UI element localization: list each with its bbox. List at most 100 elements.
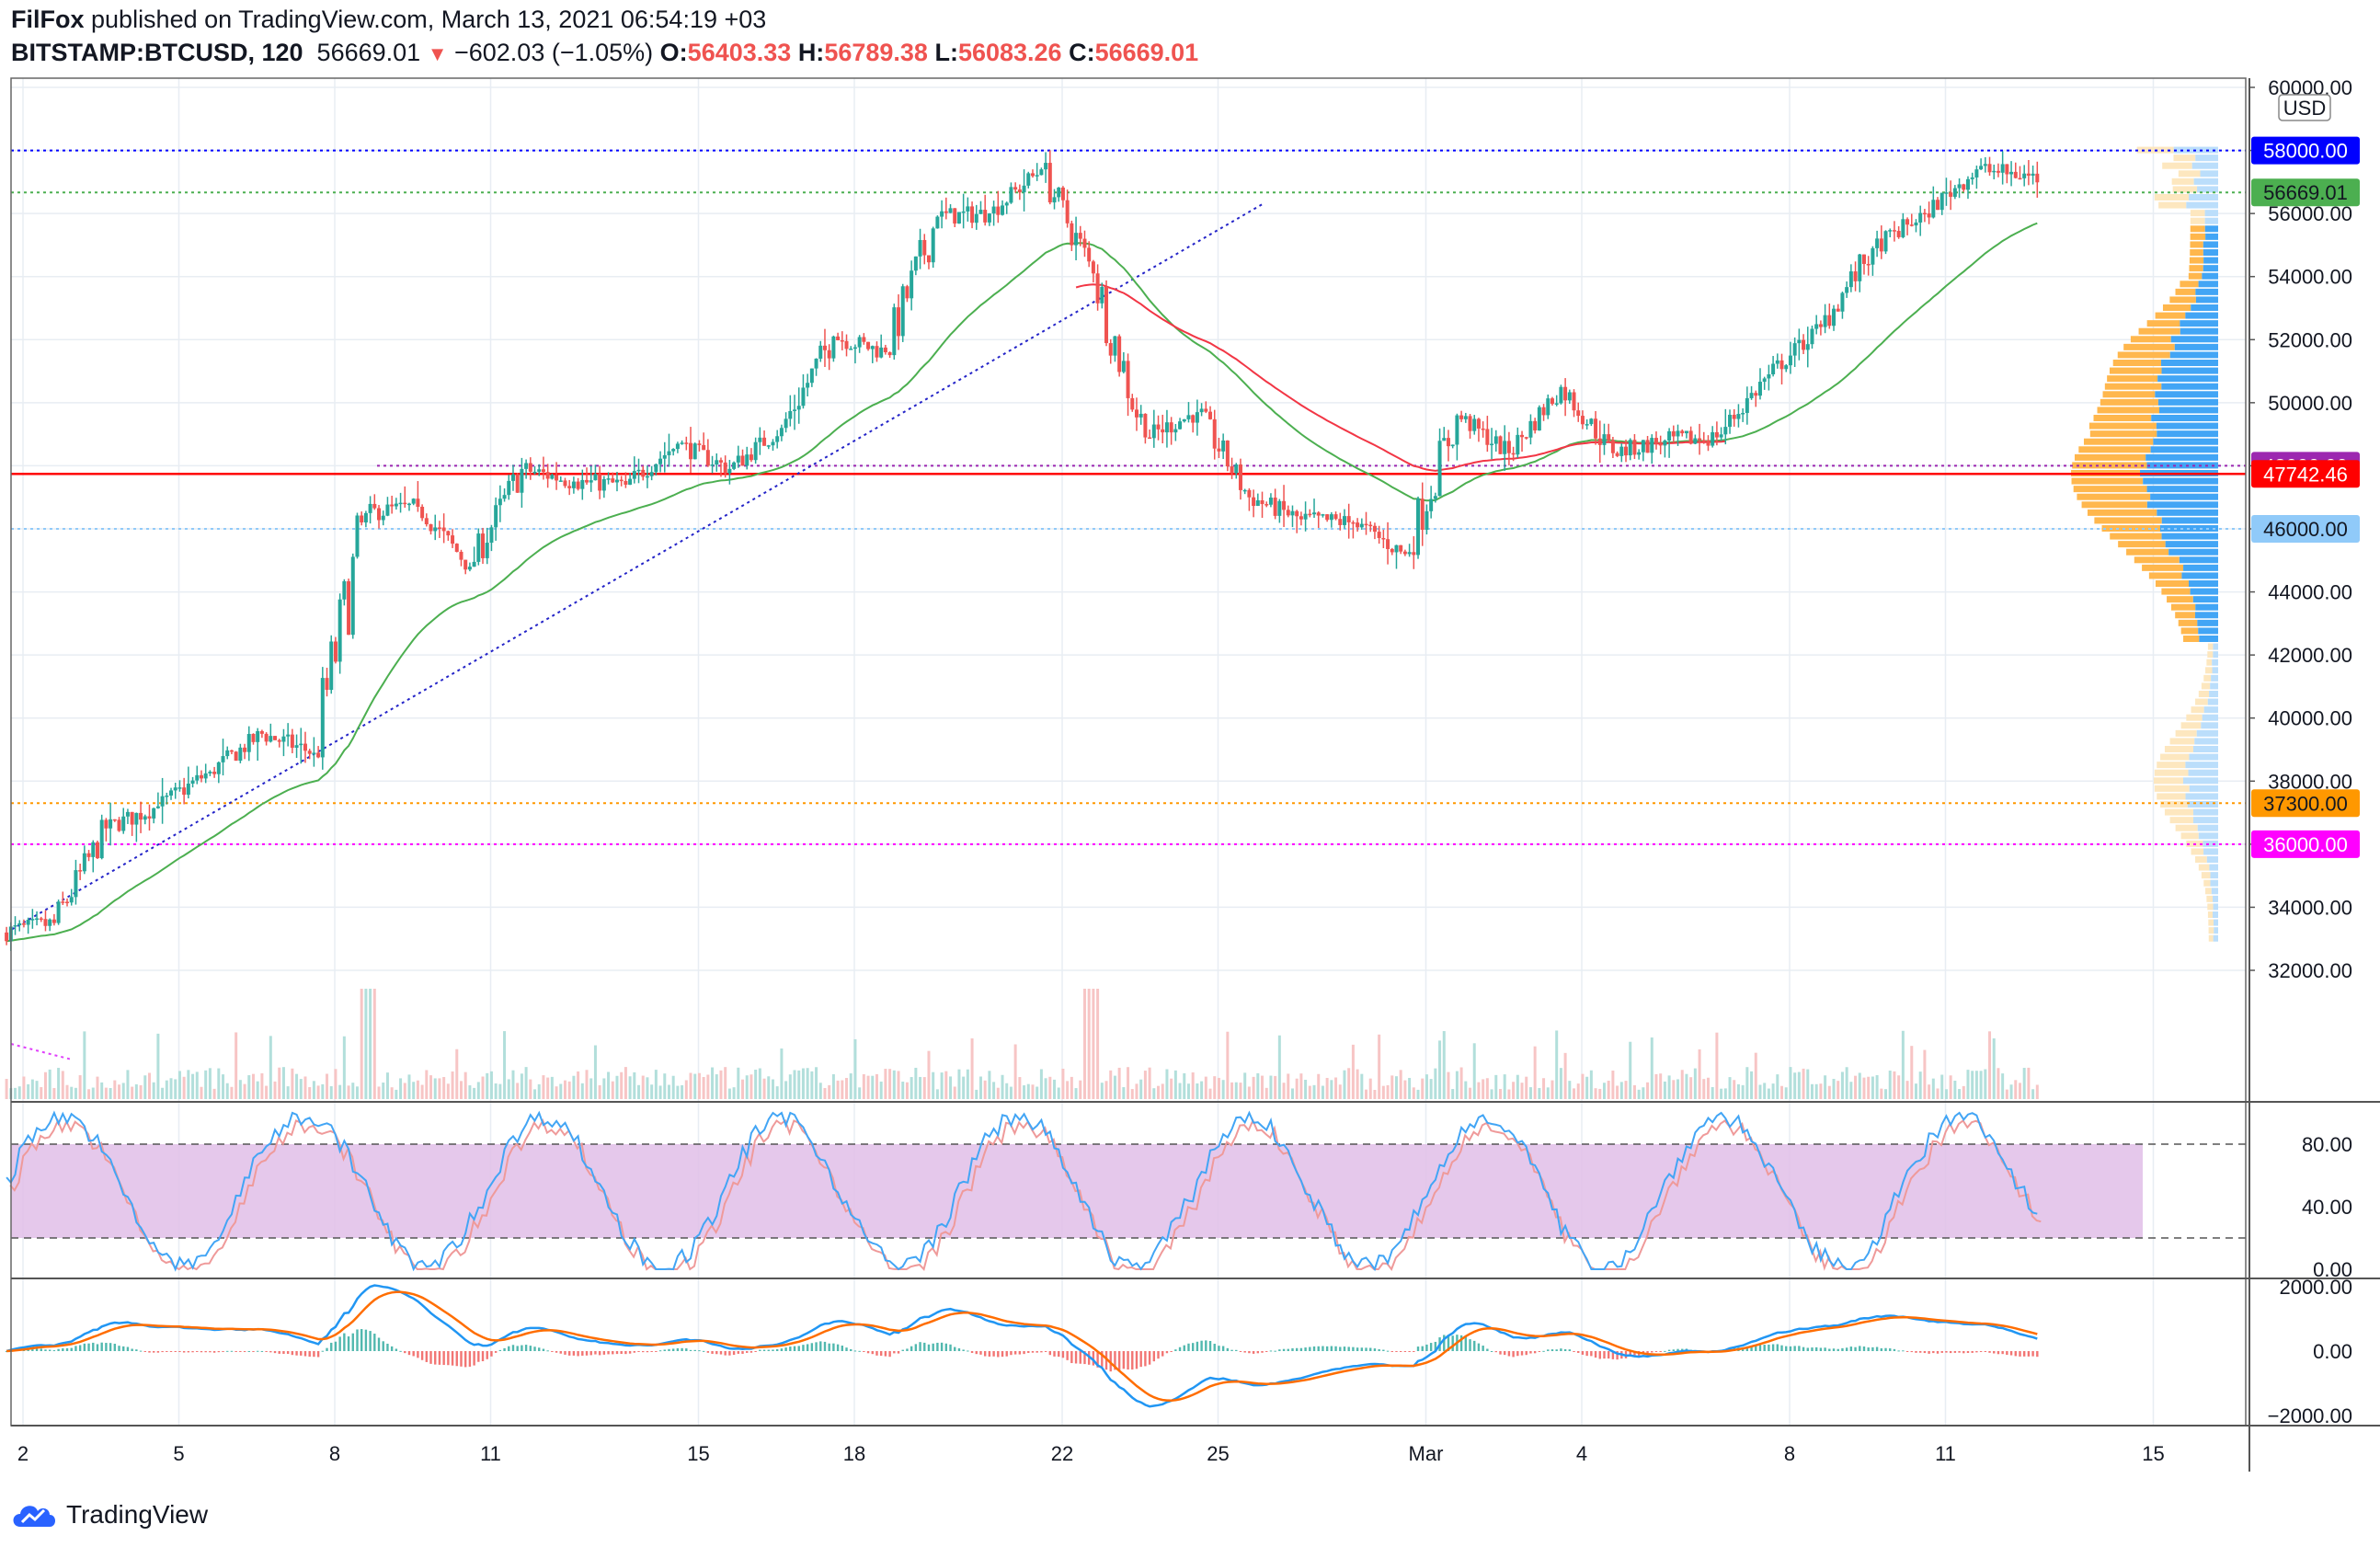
- macd-histogram-bar: [863, 1351, 865, 1352]
- macd-histogram-bar: [166, 1351, 168, 1352]
- candle-body: [1594, 418, 1598, 439]
- candle-body: [1875, 238, 1880, 248]
- macd-histogram-bar: [96, 1344, 99, 1351]
- candle-body: [485, 543, 489, 558]
- volume-bar: [372, 989, 376, 1099]
- macd-histogram-bar: [940, 1342, 944, 1351]
- macd-histogram-bar: [612, 1351, 614, 1355]
- volume-bar: [48, 1069, 51, 1099]
- volume-bar: [1789, 1067, 1792, 1099]
- volume-bar: [360, 989, 363, 1099]
- macd-histogram-bar: [1187, 1343, 1190, 1351]
- macd-histogram-bar: [1616, 1351, 1619, 1360]
- candle-body: [991, 206, 996, 214]
- volume-bar: [1204, 1076, 1207, 1099]
- candle-body: [801, 387, 806, 407]
- macd-histogram-bar: [74, 1346, 77, 1351]
- volume-bar: [1616, 1085, 1619, 1099]
- macd-histogram-bar: [351, 1333, 354, 1351]
- volume-bar: [1143, 1071, 1147, 1099]
- macd-histogram-bar: [1806, 1347, 1809, 1351]
- volume-bar: [30, 1079, 34, 1099]
- candle-body: [1047, 163, 1052, 203]
- candle-body: [1134, 409, 1139, 418]
- vp-bar-down: [2117, 351, 2170, 359]
- macd-histogram-bar: [1763, 1345, 1766, 1351]
- macd-histogram-bar: [1023, 1351, 1025, 1355]
- macd-histogram-bar: [1343, 1346, 1346, 1351]
- macd-histogram-bar: [975, 1351, 978, 1355]
- candle-body: [532, 471, 537, 474]
- volume-bar: [702, 1077, 705, 1099]
- vp-bar-up: [2204, 217, 2218, 224]
- vp-bar-down: [2077, 493, 2151, 500]
- volume-bar: [459, 1081, 463, 1099]
- vp-bar-up: [2145, 453, 2218, 461]
- vp-bar-down: [2162, 162, 2192, 169]
- time-tick-label: Mar: [1409, 1442, 1444, 1465]
- vp-bar-down: [2203, 674, 2212, 682]
- volume-bar: [1161, 1083, 1164, 1099]
- macd-histogram-bar: [2009, 1351, 2013, 1356]
- candle-body: [1386, 539, 1390, 549]
- volume-bar: [230, 1086, 234, 1099]
- vp-bar-down: [2154, 194, 2190, 201]
- macd-histogram-bar: [1512, 1351, 1515, 1358]
- candle-body: [1044, 163, 1048, 170]
- volume-bar: [1026, 1083, 1030, 1099]
- candle-body: [1892, 230, 1896, 232]
- symbol-label[interactable]: BITSTAMP:BTCUSD, 120: [11, 39, 303, 66]
- candle-body: [1121, 361, 1126, 372]
- publisher-name: FilFox: [11, 6, 85, 33]
- volume-bar: [1503, 1074, 1506, 1099]
- vp-bar-down: [2207, 651, 2214, 659]
- volume-bar: [1598, 1088, 1602, 1099]
- volume-bar: [1104, 1081, 1108, 1099]
- tradingview-logo[interactable]: TradingView: [9, 1499, 208, 1530]
- macd-histogram-bar: [1157, 1351, 1160, 1359]
- candle-body: [61, 901, 65, 903]
- macd-histogram-bar: [906, 1348, 909, 1351]
- volume-bar: [1698, 1049, 1701, 1099]
- volume-bar: [109, 1088, 112, 1099]
- macd-histogram-bar: [1932, 1351, 1935, 1354]
- candle-body: [39, 918, 43, 921]
- candle-body: [1493, 436, 1498, 444]
- macd-histogram-bar: [212, 1351, 216, 1353]
- macd-histogram-bar: [1681, 1348, 1684, 1351]
- candle-body: [502, 495, 507, 499]
- volume-bar: [152, 1082, 155, 1099]
- vp-bar-down: [2094, 517, 2162, 524]
- macd-histogram-bar: [1776, 1344, 1779, 1351]
- vp-bar-up: [2157, 398, 2218, 406]
- candles: [5, 150, 2040, 952]
- volume-bar: [633, 1071, 636, 1099]
- macd-histogram-bar: [581, 1351, 584, 1356]
- candle-body: [21, 922, 26, 925]
- macd-histogram-bar: [161, 1351, 164, 1353]
- open-label: O:: [659, 39, 688, 66]
- macd-histogram-bar: [1434, 1341, 1437, 1351]
- volume-bar: [1936, 1088, 1939, 1099]
- volume-bar: [1750, 1071, 1754, 1099]
- candle-body: [1230, 466, 1234, 474]
- volume-bar: [975, 1089, 978, 1099]
- candle-body: [5, 932, 9, 942]
- candle-body: [1351, 521, 1356, 524]
- volume-bar: [377, 1086, 381, 1099]
- volume-bar: [143, 1075, 147, 1099]
- candle-body: [109, 819, 113, 829]
- macd-histogram-bar: [1560, 1348, 1562, 1351]
- volume-bar: [741, 1079, 745, 1099]
- vp-bar-down: [2110, 533, 2162, 540]
- macd-histogram-bar: [806, 1344, 809, 1351]
- macd-histogram-bar: [105, 1343, 108, 1351]
- candle-body: [1861, 254, 1866, 264]
- vp-bar-down: [2188, 272, 2203, 280]
- volume-bar: [399, 1078, 403, 1099]
- volume-bar: [96, 1076, 99, 1099]
- volume-bar: [932, 1071, 935, 1099]
- volume-bar: [884, 1069, 887, 1099]
- vp-bar-down: [2081, 501, 2147, 509]
